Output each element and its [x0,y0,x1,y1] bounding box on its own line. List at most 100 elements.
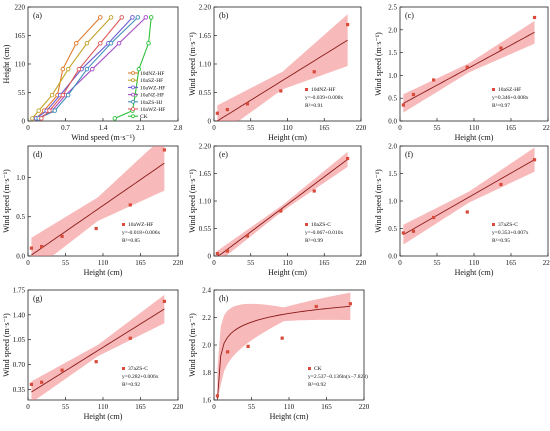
legend-marker [305,88,308,91]
x-tick-label: 55 [62,259,70,267]
data-point [76,66,82,72]
x-tick-label: 220 [356,124,367,132]
data-point [136,66,142,72]
series-line [38,16,139,119]
x-tick-label: 110 [284,403,295,411]
panel-label: (a) [33,11,42,20]
data-point [499,46,503,50]
y-axis-label: Wind speed (m·s⁻¹) [374,169,383,233]
legend-entry: 10aNZ-HF [140,93,164,99]
data-point [312,189,316,193]
series-line [114,17,152,119]
data-point [215,394,220,398]
x-tick-label: 110 [98,403,109,411]
data-point [401,231,405,235]
confidence-band [217,292,351,400]
y-tick-label: 1.65 [199,32,212,40]
x-axis-label: Height (cm) [84,268,123,277]
y-tick-label: 1.75 [13,287,26,295]
data-point [401,103,405,107]
legend-marker [305,223,308,226]
y-tick-label: 0.0 [388,118,397,126]
legend-entry: 10aSZ-HF [498,87,521,93]
r-squared: R²=0.92 [308,382,326,388]
fit-line [403,159,535,236]
x-tick-label: 0 [212,124,216,132]
y-tick-label: 1.0 [388,198,397,206]
fit-line [217,158,348,257]
y-axis-label: Wind speed (m·s⁻¹) [2,313,11,377]
y-tick-label: 1.65 [199,170,212,178]
data-point [225,108,229,112]
data-point [279,89,283,93]
x-tick-label: 1.4 [99,124,108,132]
y-tick-label: 0.0 [388,253,397,261]
y-tick-label: 1.8 [202,369,211,377]
data-point [116,41,122,46]
y-tick-label: 2.0 [388,26,397,34]
y-tick-label: 2.20 [199,4,212,12]
legend-marker [131,85,135,90]
y-tick-label: 2.0 [202,342,211,350]
data-point [94,360,98,364]
legend-entry: 37aZS-C [498,222,518,228]
y-axis-label: Wind speed (m·s⁻¹) [2,169,11,233]
y-tick-label: 2.5 [388,4,397,12]
fit-equation: y=2.537−0.136ln(x−7.823) [308,373,368,380]
x-tick-label: 0 [212,403,216,411]
data-point [73,41,79,46]
x-tick-label: 110 [282,259,293,267]
fit-equation: y=-0.039+0.008x [305,95,344,101]
y-tick-label: 0.0 [16,253,25,261]
data-point [135,15,141,20]
x-tick-label: 55 [247,124,255,132]
series-line [31,16,112,119]
x-tick-label: 220 [543,259,550,267]
panel-label: (c) [405,11,414,20]
data-point [128,203,132,207]
panel-label: (d) [33,150,43,159]
y-tick-label: 0.55 [199,89,212,97]
data-point [280,336,284,340]
x-axis-label: Wind speed (m·s⁻¹) [71,133,135,142]
data-point [98,15,103,20]
data-point [119,15,124,20]
y-tick-label: 2.20 [199,143,212,151]
fit-line [31,308,165,393]
r-squared: R²=0.99 [305,238,323,244]
data-point [47,108,52,113]
y-tick-label: 0.55 [199,225,212,233]
x-tick-label: 165 [321,403,332,411]
legend-marker [122,367,125,370]
legend-entry: 10aZS-C [311,222,331,228]
fit-line [216,305,351,400]
legend-marker [131,92,135,97]
legend-entry: 10aZS-HJ [140,100,163,106]
x-tick-label: 165 [319,259,330,267]
x-tick-label: 165 [135,259,146,267]
panel-e: 0 55 110 165 220 0 0.55 1.10 1.65 2.20 Height (cm)… [188,143,367,278]
data-point [40,380,44,384]
y-tick-label: 55 [18,89,26,97]
y-tick-label: 1.10 [199,61,212,69]
data-point [84,41,90,46]
data-point [411,92,416,97]
data-point [148,15,154,20]
legend-marker [308,367,311,370]
legend-entry: 10aWZ-HF [140,85,165,91]
confidence-band [31,294,165,400]
legend-marker [492,88,495,91]
legend-marker [131,99,135,104]
x-tick-label: 220 [173,259,184,267]
legend-marker [122,223,125,226]
legend-marker [131,114,135,119]
y-tick-label: 1.5 [388,49,397,57]
confidence-band [217,151,348,256]
data-point [245,234,250,238]
fit-equation: y=0.346+0.008x [492,95,529,101]
y-tick-label: 1.0 [388,72,397,80]
data-point [245,102,250,106]
x-tick-label: 0 [398,259,402,267]
data-point [215,111,219,115]
x-tick-label: 55 [434,259,442,267]
